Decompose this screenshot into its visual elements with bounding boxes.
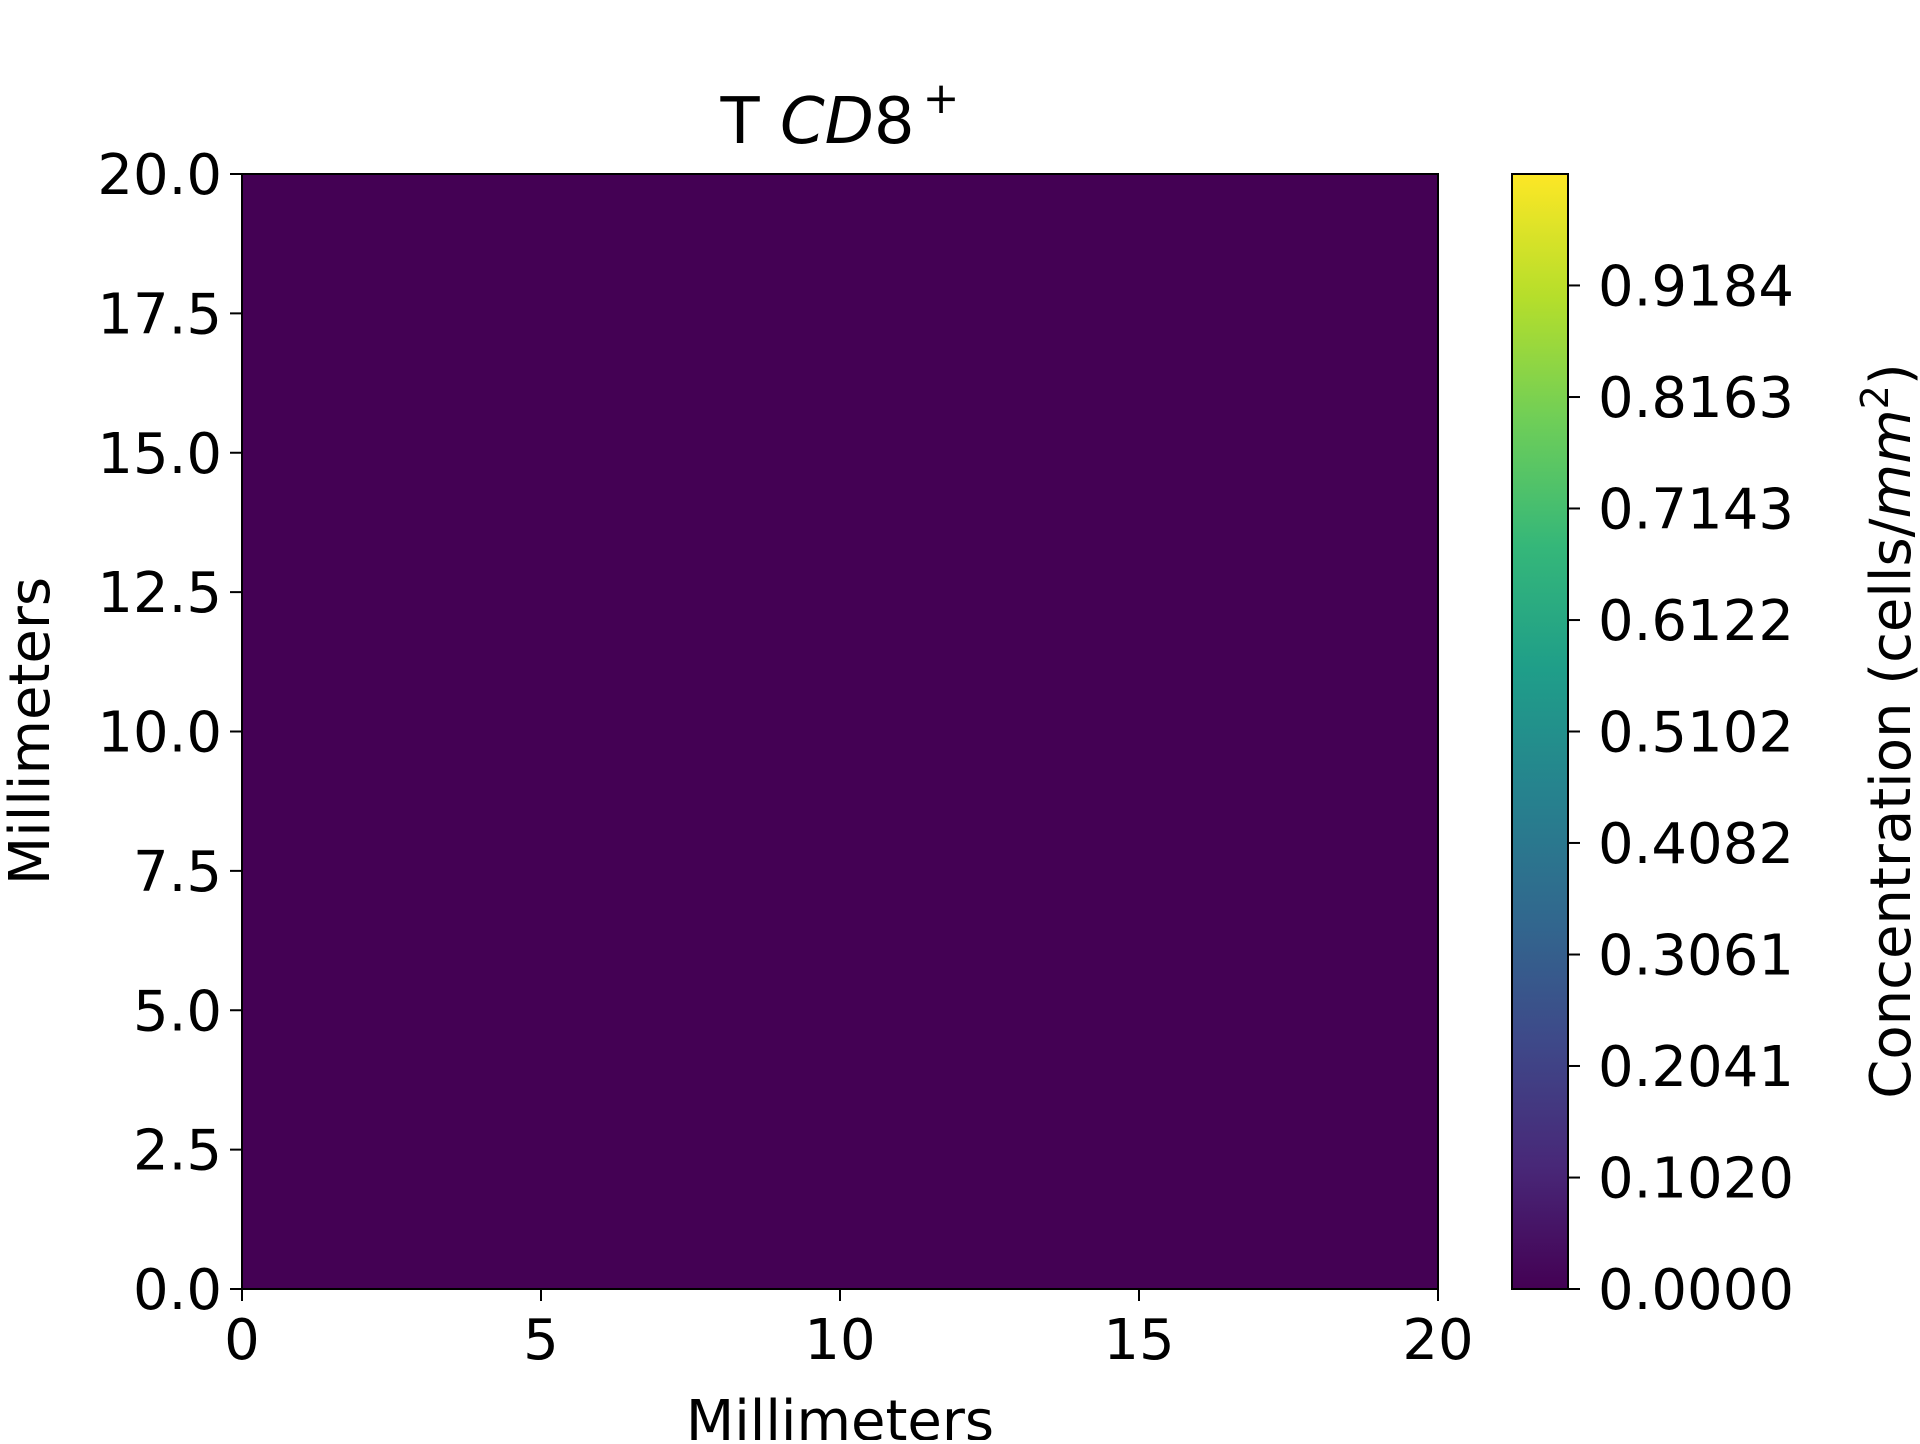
colorbar-tick-label: 0.3061 (1598, 924, 1794, 989)
chart-title-prefix: T (720, 85, 780, 159)
colorbar-label-italic: mm (1859, 409, 1920, 518)
y-axis-label: Millimeters (0, 577, 63, 885)
colorbar-tick-label: 0.9184 (1598, 254, 1794, 319)
colorbar-tick-label: 0.5102 (1598, 701, 1794, 766)
y-axis-ticks: 0.0 2.5 5.0 7.5 10.0 12.5 15.0 17.5 20.0 (97, 143, 242, 1323)
chart-title-italic: CD (780, 85, 874, 159)
y-tick-label: 15.0 (97, 422, 222, 487)
y-tick-label: 7.5 (133, 840, 222, 905)
y-tick-label: 5.0 (133, 979, 222, 1044)
colorbar-label-suffix: ) (1859, 363, 1920, 385)
colorbar-tick-label: 0.7143 (1598, 477, 1794, 542)
x-axis-label: Millimeters (686, 1389, 994, 1440)
x-tick-label: 15 (1103, 1308, 1174, 1373)
x-tick-label: 10 (804, 1308, 875, 1373)
colorbar-tick-label: 0.2041 (1598, 1035, 1794, 1100)
y-tick-label: 17.5 (97, 282, 222, 347)
colorbar (1511, 173, 1569, 1290)
y-tick-label: 0.0 (133, 1258, 222, 1323)
chart-title-superscript: + (923, 73, 960, 124)
y-tick-label: 20.0 (97, 143, 222, 208)
heatmap-field (241, 173, 1439, 1290)
colorbar-label: Concentration (cells/mm2) (1853, 363, 1920, 1098)
colorbar-tick-label: 0.8163 (1598, 366, 1794, 431)
colorbar-tick-label: 0.0000 (1598, 1258, 1794, 1323)
colorbar-tick-label: 0.1020 (1598, 1147, 1794, 1212)
x-tick-label: 0 (224, 1308, 260, 1373)
colorbar-label-superscript: 2 (1853, 385, 1897, 409)
y-tick-label: 2.5 (133, 1119, 222, 1184)
y-tick-label: 10.0 (97, 701, 222, 766)
colorbar-tick-label: 0.6122 (1598, 589, 1794, 654)
x-tick-label: 5 (523, 1308, 559, 1373)
x-tick-label: 20 (1402, 1308, 1473, 1373)
y-tick-label: 12.5 (97, 561, 222, 626)
x-axis-ticks: 0 5 10 15 20 (224, 1289, 1474, 1373)
chart-title-suffix: 8 (874, 85, 915, 159)
colorbar-tick-label: 0.4082 (1598, 812, 1794, 877)
chart-title: T CD8 + (720, 73, 960, 159)
colorbar-ticks: 0.0000 0.1020 0.2041 0.3061 0.4082 0.5102 0.61… (1568, 254, 1794, 1323)
colorbar-label-prefix: Concentration (cells/ (1859, 518, 1920, 1098)
